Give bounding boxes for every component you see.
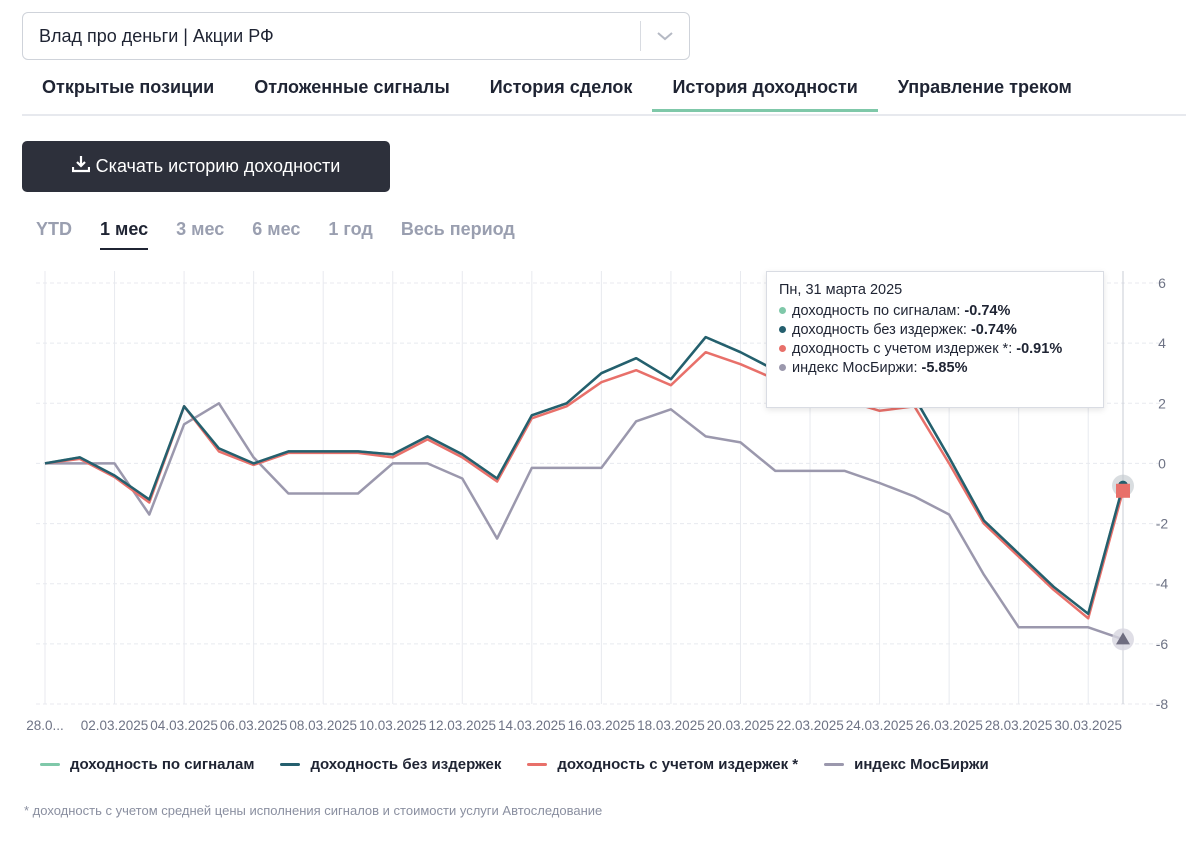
x-tick-label: 20.03.2025	[707, 718, 775, 733]
x-tick-label: 04.03.2025	[150, 718, 218, 733]
x-tick-label: 30.03.2025	[1054, 718, 1122, 733]
hover-marker-moex	[1116, 632, 1130, 645]
tooltip-value-no-costs: -0.74%	[970, 322, 1017, 338]
x-tick-label: 10.03.2025	[359, 718, 427, 733]
x-tick-label: 02.03.2025	[81, 718, 149, 733]
x-tick-label: 18.03.2025	[637, 718, 705, 733]
tooltip-label-moex: индекс МосБиржи:	[792, 360, 918, 376]
x-tick-label: 16.03.2025	[568, 718, 636, 733]
tab-bar: Открытые позиции Отложенные сигналы Исто…	[22, 64, 1186, 116]
x-tick-label: 12.03.2025	[429, 718, 497, 733]
period-1-month[interactable]: 1 мес	[86, 215, 162, 250]
tooltip-row-no-costs: доходность без издержек: -0.74%	[779, 321, 1091, 340]
y-tick-label: 2	[1158, 395, 1166, 411]
tab-trade-history[interactable]: История сделок	[489, 77, 633, 97]
legend-label-no-costs: доходность без издержек	[310, 756, 502, 773]
tab-open-positions[interactable]: Открытые позиции	[42, 77, 215, 97]
y-tick-label: -6	[1156, 636, 1169, 652]
x-tick-label: 28.0...	[26, 718, 64, 733]
legend-item-with-costs[interactable]: доходность с учетом издержек *	[527, 756, 798, 773]
tooltip-dot-signals	[779, 307, 786, 314]
legend-swatch-no-costs	[280, 763, 301, 766]
tooltip-dot-no-costs	[779, 326, 786, 333]
legend-item-no-costs[interactable]: доходность без издержек	[280, 756, 501, 773]
x-tick-label: 22.03.2025	[776, 718, 844, 733]
x-tick-label: 08.03.2025	[289, 718, 357, 733]
hover-marker-with-costs	[1116, 483, 1130, 498]
y-tick-label: 4	[1158, 335, 1166, 351]
tooltip-date: Пн, 31 марта 2025	[779, 282, 903, 298]
tooltip-row-signals: доходность по сигналам: -0.74%	[779, 302, 1091, 321]
tooltip-dot-with-costs	[779, 345, 786, 352]
tooltip-row-with-costs: доходность с учетом издержек *: -0.91%	[779, 340, 1091, 359]
x-tick-label: 06.03.2025	[220, 718, 288, 733]
period-all-time[interactable]: Весь период	[400, 219, 515, 239]
y-tick-label: -8	[1156, 696, 1169, 712]
track-selector-divider	[640, 21, 641, 51]
y-tick-label: 0	[1158, 455, 1166, 471]
chart-legend: доходность по сигналам доходность без из…	[40, 756, 989, 773]
tooltip-label-signals: доходность по сигналам:	[792, 303, 961, 319]
period-6-months[interactable]: 6 мес	[252, 219, 301, 239]
tooltip-row-moex: индекс МосБиржи: -5.85%	[779, 359, 1091, 378]
tab-track-management[interactable]: Управление треком	[897, 77, 1072, 97]
tab-pending-signals[interactable]: Отложенные сигналы	[254, 77, 450, 97]
period-1-year[interactable]: 1 год	[328, 219, 373, 239]
series-line-no-costs	[44, 335, 1125, 616]
legend-swatch-signals	[40, 763, 60, 766]
chart-tooltip: Пн, 31 марта 2025 доходность по сигналам…	[766, 271, 1104, 408]
period-selector: YTD 1 мес 3 мес 6 мес 1 год Весь период	[22, 215, 529, 250]
download-history-label: Скачать историю доходности	[95, 156, 341, 176]
track-selector-value: Влад про деньги | Акции РФ	[39, 25, 274, 46]
x-tick-label: 14.03.2025	[498, 718, 566, 733]
legend-label-moex: индекс МосБиржи	[854, 756, 989, 773]
legend-swatch-moex	[824, 763, 845, 766]
legend-label-with-costs: доходность с учетом издержек *	[557, 756, 799, 773]
series-line-with-costs	[44, 350, 1125, 620]
legend-item-signals[interactable]: доходность по сигналам	[40, 756, 254, 773]
tooltip-value-signals: -0.74%	[964, 303, 1011, 319]
tooltip-value-with-costs: -0.91%	[1016, 341, 1063, 357]
download-history-button[interactable]: Скачать историю доходности	[22, 141, 390, 192]
x-tick-label: 28.03.2025	[985, 718, 1053, 733]
period-3-months[interactable]: 3 мес	[176, 219, 225, 239]
y-tick-label: -2	[1156, 516, 1169, 532]
tooltip-dot-moex	[779, 364, 786, 371]
track-selector[interactable]: Влад про деньги | Акции РФ	[22, 12, 690, 60]
y-tick-label: -4	[1156, 576, 1169, 592]
legend-item-moex[interactable]: индекс МосБиржи	[824, 756, 989, 773]
x-tick-label: 26.03.2025	[915, 718, 983, 733]
download-icon	[71, 155, 90, 178]
tooltip-label-with-costs: доходность с учетом издержек *:	[792, 341, 1013, 357]
legend-swatch-with-costs	[527, 763, 548, 766]
tab-return-history[interactable]: История доходности	[652, 64, 878, 112]
series-line-moex	[45, 402, 1124, 641]
chevron-down-icon[interactable]	[641, 31, 689, 41]
legend-label-signals: доходность по сигналам	[70, 756, 255, 773]
x-tick-label: 24.03.2025	[846, 718, 914, 733]
period-ytd[interactable]: YTD	[36, 219, 72, 239]
tooltip-label-no-costs: доходность без издержек:	[792, 322, 967, 338]
y-tick-label: 6	[1158, 275, 1166, 291]
footnote: * доходность с учетом средней цены испол…	[24, 803, 603, 818]
tooltip-value-moex: -5.85%	[921, 360, 968, 376]
